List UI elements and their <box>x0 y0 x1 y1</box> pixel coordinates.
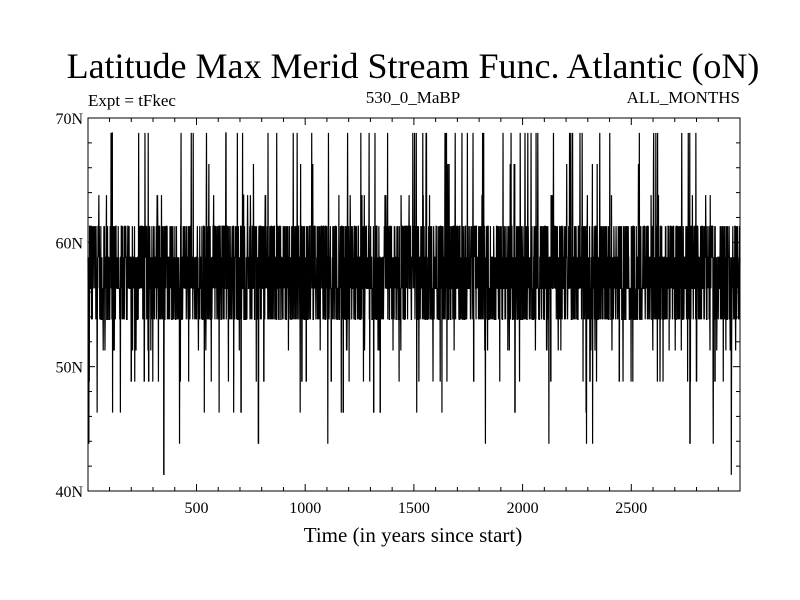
x-tick-label: 1000 <box>289 500 321 517</box>
experiment-label: Expt = tFkec <box>88 91 176 110</box>
months-label: ALL_MONTHS <box>627 88 740 107</box>
series-layer <box>87 132 741 475</box>
y-tick-label: 50N <box>55 360 83 377</box>
y-tick-label: 70N <box>55 111 83 128</box>
x-tick-label: 2500 <box>615 500 647 517</box>
x-tick-label: 500 <box>184 500 208 517</box>
chart-title: Latitude Max Merid Stream Func. Atlantic… <box>67 46 760 86</box>
x-tick-label: 1500 <box>398 500 430 517</box>
axes-layer: 500 1000 1500 2000 2500 40N 50N 60N 70N <box>55 111 741 517</box>
y-tick-label: 40N <box>55 484 83 501</box>
x-axis-label: Time (in years since start) <box>304 523 523 547</box>
x-tick-label: 2000 <box>507 500 539 517</box>
minima-layer <box>130 319 716 475</box>
period-label: 530_0_MaBP <box>366 88 460 107</box>
y-tick-label: 60N <box>55 235 83 252</box>
series-line <box>87 132 741 475</box>
